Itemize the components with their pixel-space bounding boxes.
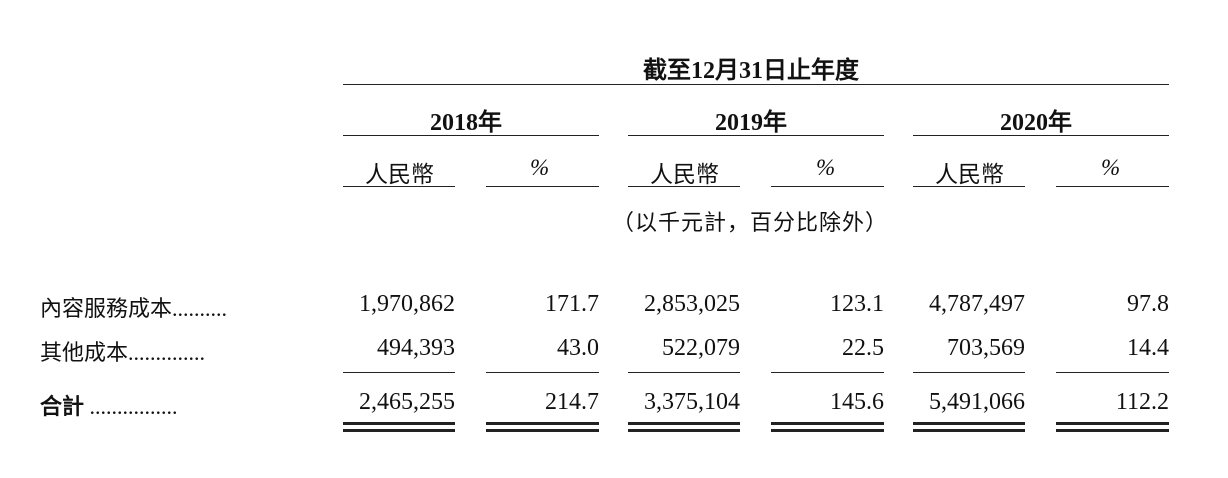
total-double-rule-6a <box>1056 422 1169 425</box>
row-label-total: 合計 ................ <box>40 394 178 419</box>
cell-other-2019-pct: 22.5 <box>842 335 884 361</box>
col-pct-2018: % <box>530 155 550 180</box>
period-header: 截至12月31日止年度 <box>643 58 859 84</box>
total-double-rule-1a <box>343 422 455 425</box>
total-double-rule-6b <box>1056 429 1169 432</box>
cell-content-2019-pct: 123.1 <box>830 291 884 317</box>
sub-rule-3 <box>628 186 740 187</box>
subtotal-rule-2 <box>486 372 599 373</box>
cell-other-2020-rmb: 703,569 <box>947 335 1025 361</box>
total-double-rule-4a <box>771 422 884 425</box>
sub-rule-1 <box>343 186 455 187</box>
cell-other-2020-pct: 14.4 <box>1127 335 1169 361</box>
col-pct-2019: % <box>816 155 836 180</box>
cell-other-2018-rmb: 494,393 <box>377 335 455 361</box>
total-double-rule-2b <box>486 429 599 432</box>
col-rmb-2018: 人民幣 <box>365 162 434 187</box>
cell-total-2018-pct: 214.7 <box>545 389 599 415</box>
year-header-2020: 2020年 <box>1000 110 1072 136</box>
total-double-rule-3a <box>628 422 740 425</box>
cell-content-2019-rmb: 2,853,025 <box>644 291 740 317</box>
subtotal-rule-1 <box>343 372 455 373</box>
cell-total-2019-pct: 145.6 <box>830 389 884 415</box>
row-label-content-cost: 內容服務成本.......... <box>40 296 228 321</box>
subtotal-rule-4 <box>771 372 884 373</box>
col-rmb-2020: 人民幣 <box>935 162 1004 187</box>
sub-rule-5 <box>913 186 1025 187</box>
year-header-2019: 2019年 <box>715 110 787 136</box>
unit-note: （以千元計，百分比除外） <box>612 210 889 235</box>
total-double-rule-5b <box>913 429 1025 432</box>
total-double-rule-5a <box>913 422 1025 425</box>
cell-content-2018-pct: 171.7 <box>545 291 599 317</box>
total-double-rule-4b <box>771 429 884 432</box>
cell-total-2018-rmb: 2,465,255 <box>359 389 455 415</box>
year-rule-2020 <box>913 135 1169 136</box>
subtotal-rule-5 <box>913 372 1025 373</box>
year-rule-2019 <box>628 135 884 136</box>
cell-other-2019-rmb: 522,079 <box>662 335 740 361</box>
sub-rule-4 <box>771 186 884 187</box>
cell-content-2018-rmb: 1,970,862 <box>359 291 455 317</box>
cell-content-2020-pct: 97.8 <box>1127 291 1169 317</box>
sub-rule-6 <box>1056 186 1169 187</box>
subtotal-rule-6 <box>1056 372 1169 373</box>
cell-content-2020-rmb: 4,787,497 <box>929 291 1025 317</box>
subtotal-rule-3 <box>628 372 740 373</box>
sub-rule-2 <box>486 186 599 187</box>
cell-total-2020-pct: 112.2 <box>1115 389 1169 415</box>
row-label-other-cost: 其他成本.............. <box>40 340 206 365</box>
cell-total-2020-rmb: 5,491,066 <box>929 389 1025 415</box>
total-double-rule-1b <box>343 429 455 432</box>
col-rmb-2019: 人民幣 <box>650 162 719 187</box>
col-pct-2020: % <box>1101 155 1121 180</box>
total-double-rule-2a <box>486 422 599 425</box>
total-double-rule-3b <box>628 429 740 432</box>
period-header-rule <box>343 84 1169 85</box>
year-header-2018: 2018年 <box>430 110 502 136</box>
year-rule-2018 <box>343 135 599 136</box>
cell-total-2019-rmb: 3,375,104 <box>644 389 740 415</box>
cell-other-2018-pct: 43.0 <box>557 335 599 361</box>
